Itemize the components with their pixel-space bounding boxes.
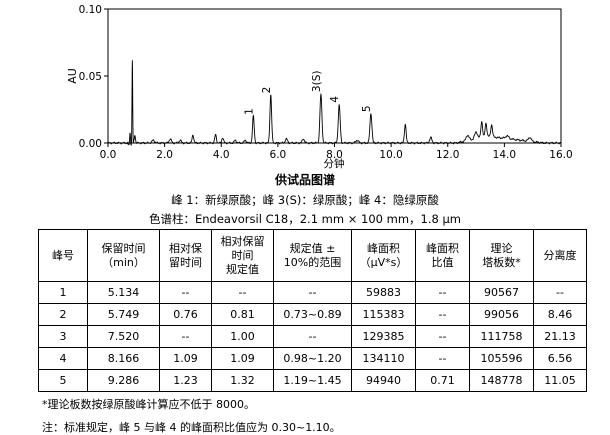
table-cell: 3 bbox=[38, 325, 88, 348]
peak-labels: 1 2 3(S) 4 5 bbox=[243, 71, 373, 115]
table-cell: 6.56 bbox=[533, 347, 587, 370]
results-table: 峰号 保留时间 （min） 相对保 留时间 相对保留 时间 规定值 规定值 ±10%的范围 峰面积… bbox=[38, 229, 587, 392]
y-axis-ticks: 0.00 0.05 0.10 bbox=[79, 4, 108, 150]
x-tick-label: 8.0 bbox=[326, 149, 343, 161]
x-tick-label: 6.0 bbox=[270, 149, 287, 161]
table-cell: 9.286 bbox=[87, 369, 160, 392]
table-cell: 8.166 bbox=[87, 347, 160, 370]
plate-number-note: *理论板数按绿原酸峰计算应不低于 8000。 bbox=[42, 398, 255, 411]
table-header-cell: 保留时间 （min） bbox=[87, 229, 160, 282]
table-cell: 94940 bbox=[351, 369, 416, 392]
table-cell: 90567 bbox=[469, 281, 534, 304]
table-header-cell: 理论 塔板数* bbox=[469, 229, 534, 282]
table-cell: -- bbox=[533, 281, 587, 304]
table-cell: 5 bbox=[38, 369, 88, 392]
peak-label: 5 bbox=[361, 105, 373, 112]
table-cell: 1 bbox=[38, 281, 88, 304]
y-axis-label: AU bbox=[66, 68, 79, 84]
x-axis-label: 分钟 bbox=[324, 157, 345, 170]
table-row: 1 5.134 -- -- -- 59883 -- 90567 -- bbox=[38, 281, 587, 304]
x-tick-label: 4.0 bbox=[213, 149, 230, 161]
table-cell: -- bbox=[415, 347, 470, 370]
y-tick-label: 0.00 bbox=[79, 138, 102, 150]
x-tick-label: 0.0 bbox=[100, 149, 117, 161]
table-cell: 1.32 bbox=[211, 369, 274, 392]
figure-title: 供试品图谱 bbox=[274, 173, 335, 187]
table-cell: 0.73~0.89 bbox=[273, 303, 352, 326]
chromatogram-chart: 0.0 2.0 4.0 6.0 8.0 10.0 12.0 14.0 16.0 0.00 0.05… bbox=[66, 4, 573, 170]
table-header-cell: 峰号 bbox=[38, 229, 88, 282]
table-cell: 59883 bbox=[351, 281, 416, 304]
chromatogram-trace bbox=[107, 60, 562, 146]
table-cell: 105596 bbox=[469, 347, 534, 370]
table-cell: 0.71 bbox=[415, 369, 470, 392]
table-cell: 0.81 bbox=[211, 303, 274, 326]
x-tick-label: 2.0 bbox=[156, 149, 173, 161]
table-cell: 134110 bbox=[351, 347, 416, 370]
x-axis-ticks: 0.0 2.0 4.0 6.0 8.0 10.0 12.0 14.0 16.0 bbox=[100, 143, 573, 161]
table-header-cell: 分离度 bbox=[533, 229, 587, 282]
peak-label: 3(S) bbox=[311, 71, 323, 93]
table-cell: 111758 bbox=[469, 325, 534, 348]
table-cell: 0.76 bbox=[159, 303, 212, 326]
table-cell: 148778 bbox=[469, 369, 534, 392]
x-tick-label: 14.0 bbox=[493, 149, 516, 161]
table-cell: 1.00 bbox=[211, 325, 274, 348]
y-tick-label: 0.10 bbox=[79, 4, 102, 16]
table-cell: -- bbox=[273, 281, 352, 304]
table-cell: 11.05 bbox=[533, 369, 587, 392]
table-cell: 1.19~1.45 bbox=[273, 369, 352, 392]
table-cell: 0.98~1.20 bbox=[273, 347, 352, 370]
table-cell: -- bbox=[273, 325, 352, 348]
peak-identification-caption: 峰 1：新绿原酸；峰 3(S)：绿原酸；峰 4：隐绿原酸 bbox=[171, 193, 439, 207]
table-cell: -- bbox=[415, 325, 470, 348]
table-header-row: 峰号 保留时间 （min） 相对保 留时间 相对保留 时间 规定值 规定值 ±10%的范围 峰面积… bbox=[38, 229, 587, 282]
table-cell: 8.46 bbox=[533, 303, 587, 326]
table-cell: 2 bbox=[38, 303, 88, 326]
table-cell: 5.749 bbox=[87, 303, 160, 326]
table-header-cell: 峰面积 （μV*s） bbox=[351, 229, 416, 282]
table-cell: -- bbox=[415, 281, 470, 304]
x-tick-label: 16.0 bbox=[549, 149, 572, 161]
peak-label: 1 bbox=[243, 108, 255, 115]
table-cell: 7.520 bbox=[87, 325, 160, 348]
table-header-cell: 相对保 留时间 bbox=[159, 229, 212, 282]
y-tick-label: 0.05 bbox=[79, 71, 102, 83]
peak-label: 2 bbox=[261, 87, 273, 94]
x-tick-label: 10.0 bbox=[379, 149, 402, 161]
plot-frame bbox=[107, 8, 562, 144]
table-cell: 21.13 bbox=[533, 325, 587, 348]
table-row: 4 8.166 1.09 1.09 0.98~1.20 134110 -- 105596 6.5… bbox=[38, 347, 587, 370]
table-row: 2 5.749 0.76 0.81 0.73~0.89 115383 -- 99056 8.46 bbox=[38, 303, 587, 326]
table-cell: -- bbox=[159, 281, 212, 304]
x-tick-label: 12.0 bbox=[436, 149, 459, 161]
table-row: 3 7.520 -- 1.00 -- 129385 -- 111758 21.13 bbox=[38, 325, 587, 348]
table-cell: 1.09 bbox=[211, 347, 274, 370]
table-row: 5 9.286 1.23 1.32 1.19~1.45 94940 0.71 148778 11… bbox=[38, 369, 587, 392]
column-info-caption: 色谱柱：Endeavorsil C18，2.1 mm × 100 mm，1.8 … bbox=[148, 212, 461, 226]
table-cell: 115383 bbox=[351, 303, 416, 326]
table-cell: 129385 bbox=[351, 325, 416, 348]
standard-note: 注：标准规定，峰 5 与峰 4 的峰面积比值应为 0.30~1.10。 bbox=[42, 421, 341, 434]
table-cell: -- bbox=[159, 325, 212, 348]
table-header-cell: 规定值 ±10%的范围 bbox=[273, 229, 352, 282]
table-cell: -- bbox=[415, 303, 470, 326]
table-cell: 5.134 bbox=[87, 281, 160, 304]
table-cell: 4 bbox=[38, 347, 88, 370]
peak-label: 4 bbox=[329, 96, 341, 103]
table-header-cell: 相对保留 时间 规定值 bbox=[211, 229, 274, 282]
table-cell: -- bbox=[211, 281, 274, 304]
table-cell: 99056 bbox=[469, 303, 534, 326]
table-cell: 1.09 bbox=[159, 347, 212, 370]
table-header-cell: 峰面积 比值 bbox=[415, 229, 470, 282]
table-cell: 1.23 bbox=[159, 369, 212, 392]
